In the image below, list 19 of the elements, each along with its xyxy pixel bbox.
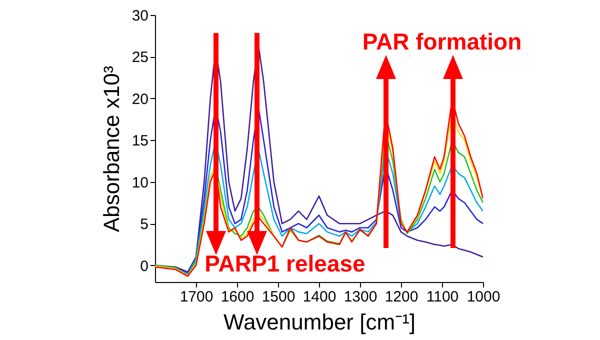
y-tick-label: 20 [132,90,148,108]
y-tick-label: 5 [140,216,148,234]
x-tick-label: 1200 [384,288,418,306]
x-tick-label: 1700 [180,288,214,306]
y-tick-label: 0 [140,258,148,275]
x-tick-label: 1100 [426,288,459,306]
y-tick-label: 10 [132,174,148,192]
x-tick-label: 1000 [466,288,500,306]
y-tick-label: 30 [132,8,148,24]
annotation: PARP1 release [204,250,366,278]
y-tick-label: 25 [132,49,148,66]
x-axis-title: Wavenumber [cm⁻¹] [223,310,416,334]
x-tick-label: 1600 [220,288,254,306]
annotation: PAR formation [362,28,522,56]
x-tick-label: 1500 [262,288,296,306]
x-tick-label: 1400 [302,288,336,306]
x-tick-label: 1300 [344,288,378,306]
y-tick-label: 15 [132,132,148,150]
y-axis-title: Absorbance x10³ [98,66,124,232]
